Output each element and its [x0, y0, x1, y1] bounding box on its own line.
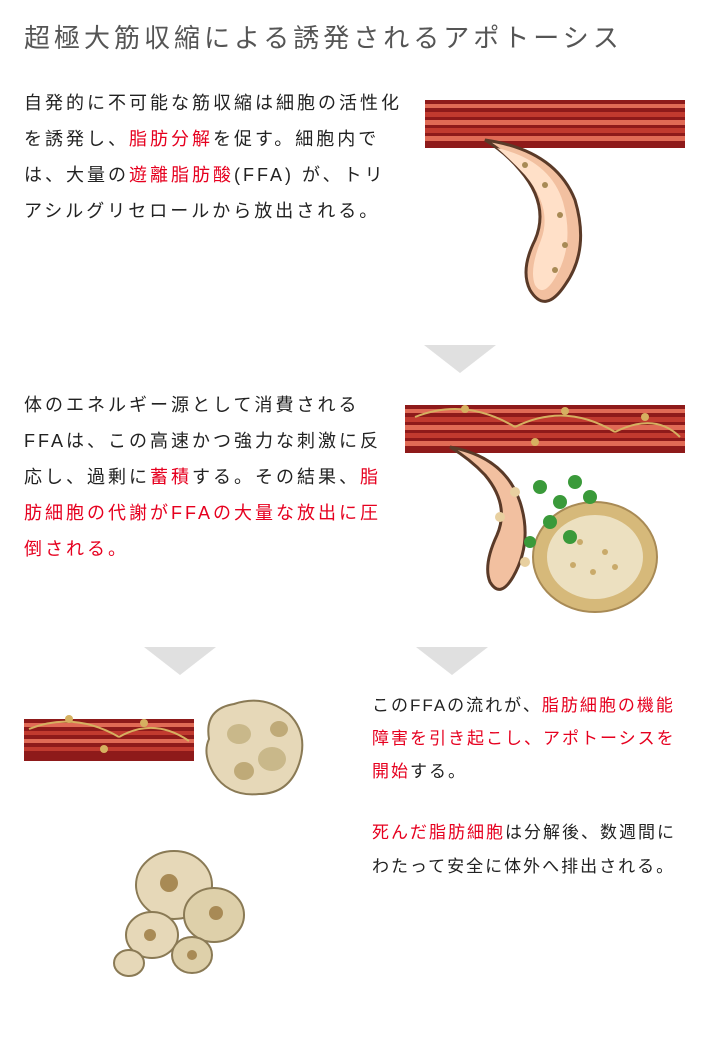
- highlight-run: 遊離脂肪酸: [129, 165, 234, 185]
- illustration-muscle-vessel: [425, 85, 685, 325]
- illustration-muscle-fat-particles: [405, 387, 685, 627]
- arrow-row-2: [24, 647, 685, 675]
- text-run: する。: [410, 762, 467, 781]
- section-2-text: 体のエネルギー源として消費されるFFAは、この高速かつ強力な刺激に反応し、過剰に…: [24, 387, 385, 567]
- muscle-fat-particles-icon: [405, 387, 685, 627]
- highlight-run: 脂肪分解: [129, 129, 213, 149]
- section-3-text-b: 死んだ脂肪細胞は分解後、数週間にわたって安全に体外へ排出される。: [372, 816, 685, 882]
- section-3-text-a: このFFAの流れが、脂肪細胞の機能障害を引き起こし、アポトーシスを開始する。: [372, 689, 685, 788]
- section-3-illustrations: [24, 689, 354, 985]
- highlight-run: 蓄積: [150, 467, 192, 487]
- arrow-row-1: [24, 345, 685, 373]
- muscle-nerve-damaged-cell-icon: [24, 689, 354, 819]
- text-run: このFFAの流れが、: [372, 696, 542, 715]
- section-3: このFFAの流れが、脂肪細胞の機能障害を引き起こし、アポトーシスを開始する。 死…: [24, 689, 685, 985]
- section-3-text-column: このFFAの流れが、脂肪細胞の機能障害を引き起こし、アポトーシスを開始する。 死…: [372, 689, 685, 883]
- text-run: する。その結果、: [192, 467, 360, 487]
- down-arrow-icon: [416, 647, 488, 675]
- section-1-text: 自発的に不可能な筋収縮は細胞の活性化を誘発し、脂肪分解を促す。細胞内では、大量の…: [24, 85, 405, 229]
- section-2: 体のエネルギー源として消費されるFFAは、この高速かつ強力な刺激に反応し、過剰に…: [24, 387, 685, 627]
- highlight-run: 死んだ脂肪細胞: [372, 823, 505, 842]
- down-arrow-icon: [144, 647, 216, 675]
- page-title: 超極大筋収縮による誘発されるアポトーシス: [24, 18, 685, 55]
- muscle-vessel-icon: [425, 90, 685, 320]
- section-1: 自発的に不可能な筋収縮は細胞の活性化を誘発し、脂肪分解を促す。細胞内では、大量の…: [24, 85, 685, 325]
- down-arrow-icon: [424, 345, 496, 373]
- fat-cell-cluster-icon: [104, 835, 274, 985]
